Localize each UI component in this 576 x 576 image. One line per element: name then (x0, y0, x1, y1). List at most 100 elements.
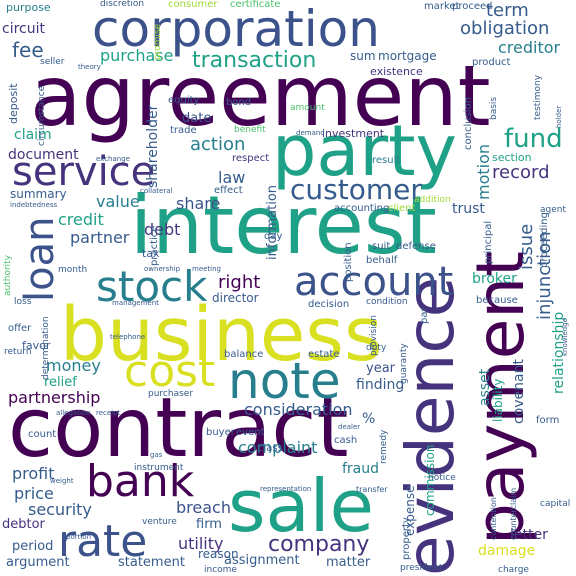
word: period (12, 539, 54, 554)
word: letter (510, 527, 548, 543)
word: income (204, 565, 237, 575)
word: client (388, 203, 416, 214)
word: purchase (100, 46, 174, 65)
word: account (294, 259, 454, 305)
word: document (8, 147, 79, 163)
word: suit (372, 241, 391, 252)
word: partner (70, 228, 130, 247)
word: basis (489, 96, 499, 120)
word: argument (6, 555, 70, 570)
word: benefit (234, 125, 266, 135)
word: property (401, 517, 412, 560)
word: deposit (7, 83, 20, 124)
word: profit (12, 464, 55, 483)
word: agent (540, 205, 566, 215)
word: price (14, 484, 54, 503)
word: customer (290, 173, 422, 206)
word: sum (350, 49, 376, 63)
word: term (486, 0, 529, 21)
word: conclusion (463, 96, 474, 150)
word: position (343, 242, 354, 282)
word: % (362, 411, 376, 427)
word: debtor (2, 517, 45, 532)
word: party (272, 110, 457, 192)
word: bond (226, 97, 252, 108)
word: money (46, 356, 101, 375)
word: finding (356, 377, 405, 393)
word: investment (322, 127, 385, 140)
word: right (218, 272, 261, 293)
word: corporation (92, 0, 380, 58)
word: breach (176, 498, 231, 517)
word: seller (40, 57, 65, 67)
word: statement (118, 555, 185, 570)
word: rate (58, 516, 148, 567)
word: stock (96, 262, 208, 311)
word: collateral (140, 187, 173, 195)
word: because (476, 295, 518, 306)
word: event (236, 427, 265, 438)
word: covenant (511, 359, 527, 424)
word: telephone (110, 333, 146, 341)
word: transaction (192, 48, 317, 73)
word: condition (366, 297, 408, 307)
word: theory (78, 63, 101, 71)
word: claim (14, 127, 52, 143)
word: contract (8, 381, 349, 476)
word: cash (334, 435, 358, 446)
word: share (176, 194, 221, 213)
word: portion (66, 533, 92, 541)
word: credit (58, 210, 104, 229)
word: balance (224, 349, 264, 360)
word: management (112, 299, 159, 307)
word: offer (8, 323, 32, 334)
word: proceeding (539, 212, 550, 268)
word: amount (290, 103, 325, 113)
word: knowledge (561, 318, 569, 356)
word: holder (555, 105, 563, 128)
word: circuit (2, 21, 45, 37)
word: purchaser (148, 389, 194, 399)
word: product (472, 57, 511, 68)
word: matter (326, 555, 371, 570)
word: section (492, 151, 532, 164)
word: company (268, 532, 370, 557)
word: effect (214, 185, 243, 196)
word: provision (369, 315, 379, 356)
word: bank (86, 456, 195, 507)
word: meeting (192, 265, 222, 273)
word: contention (489, 497, 498, 540)
word: cost (124, 346, 216, 397)
word: instrument (134, 463, 184, 473)
word: asset (477, 368, 493, 406)
word: duty (366, 343, 387, 353)
word: gas (150, 451, 163, 459)
word: guaranty (399, 343, 409, 384)
word: note (228, 352, 341, 410)
word: indebtedness (10, 201, 58, 209)
word: creditor (498, 38, 561, 57)
word: obligation (460, 18, 550, 39)
word: business (60, 292, 383, 378)
word: broker (472, 271, 517, 287)
word: exchange (96, 155, 130, 163)
word: partnership (8, 388, 101, 407)
word: favor (22, 339, 51, 352)
word: year (366, 361, 396, 376)
word: agreement (30, 47, 491, 145)
word: principal (483, 220, 494, 264)
word: relief (44, 375, 77, 390)
word: respect (232, 153, 270, 164)
word: month (58, 265, 88, 275)
word: debt (144, 220, 181, 239)
word: testimony (533, 74, 543, 120)
word: demand (296, 129, 325, 137)
word: transfer (356, 485, 388, 494)
word: practice (149, 225, 160, 266)
word: value (96, 192, 140, 211)
word: addition (414, 195, 451, 205)
word: circumstance (37, 85, 47, 146)
word: fraud (342, 461, 380, 477)
word: dealer (338, 423, 361, 431)
